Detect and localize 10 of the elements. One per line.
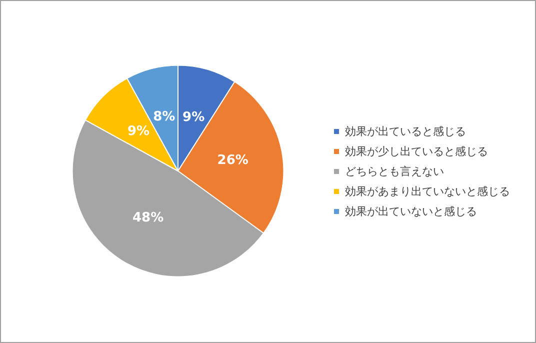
data-label: 9% [182,110,205,125]
legend-label: 効果が出ていないと感じる [345,205,477,218]
data-label: 48% [132,210,164,226]
legend-label: 効果があまり出ていないと感じる [345,185,510,198]
data-label: 9% [127,124,150,140]
legend-label: 効果が少し出ていると感じる [345,145,488,158]
data-label: 8% [153,109,176,124]
data-label: 26% [217,153,248,168]
legend-label: 効果が出ていると感じる [345,125,466,138]
legend-label: どちらとも言えない [345,165,444,178]
